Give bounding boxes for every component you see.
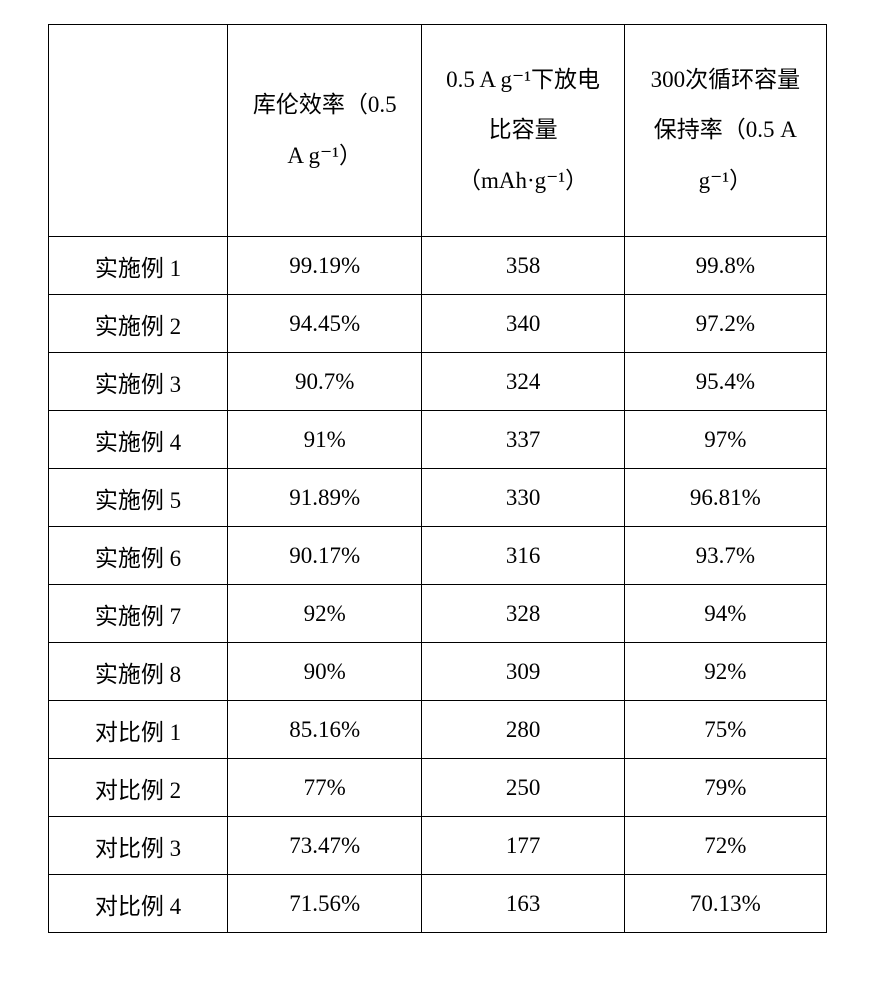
cell-retention: 94% <box>624 585 826 643</box>
table-row: 实施例 3 90.7% 324 95.4% <box>49 353 827 411</box>
cell-retention: 79% <box>624 759 826 817</box>
cell-capacity: 358 <box>422 237 624 295</box>
cell-capacity: 250 <box>422 759 624 817</box>
table-header: 库伦效率（0.5 A g⁻¹） 0.5 A g⁻¹下放电 比容量 （mAh·g⁻… <box>49 25 827 237</box>
table-row: 实施例 5 91.89% 330 96.81% <box>49 469 827 527</box>
table-row: 对比例 2 77% 250 79% <box>49 759 827 817</box>
table-row: 实施例 8 90% 309 92% <box>49 643 827 701</box>
cell-retention: 72% <box>624 817 826 875</box>
header-capacity-retention: 300次循环容量 保持率（0.5 A g⁻¹） <box>624 25 826 237</box>
cell-efficiency: 90.17% <box>227 527 422 585</box>
header-text: （mAh·g⁻¹） <box>458 168 588 193</box>
cell-capacity: 177 <box>422 817 624 875</box>
cell-retention: 99.8% <box>624 237 826 295</box>
row-label: 实施例 7 <box>49 585 228 643</box>
cell-capacity: 163 <box>422 875 624 933</box>
table-row: 实施例 6 90.17% 316 93.7% <box>49 527 827 585</box>
cell-efficiency: 71.56% <box>227 875 422 933</box>
table-row: 实施例 1 99.19% 358 99.8% <box>49 237 827 295</box>
cell-capacity: 316 <box>422 527 624 585</box>
cell-efficiency: 90.7% <box>227 353 422 411</box>
row-label: 实施例 3 <box>49 353 228 411</box>
header-text: 库伦效率（0.5 <box>253 92 397 117</box>
row-label: 对比例 4 <box>49 875 228 933</box>
cell-efficiency: 92% <box>227 585 422 643</box>
table-body: 实施例 1 99.19% 358 99.8% 实施例 2 94.45% 340 … <box>49 237 827 933</box>
cell-efficiency: 94.45% <box>227 295 422 353</box>
cell-retention: 93.7% <box>624 527 826 585</box>
cell-efficiency: 85.16% <box>227 701 422 759</box>
cell-capacity: 337 <box>422 411 624 469</box>
cell-capacity: 328 <box>422 585 624 643</box>
cell-capacity: 340 <box>422 295 624 353</box>
cell-retention: 96.81% <box>624 469 826 527</box>
table-row: 对比例 4 71.56% 163 70.13% <box>49 875 827 933</box>
cell-capacity: 324 <box>422 353 624 411</box>
cell-retention: 97.2% <box>624 295 826 353</box>
cell-capacity: 309 <box>422 643 624 701</box>
table-row: 实施例 7 92% 328 94% <box>49 585 827 643</box>
cell-capacity: 280 <box>422 701 624 759</box>
header-text: 300次循环容量 <box>651 67 801 92</box>
header-text: g⁻¹） <box>699 168 753 193</box>
table-row: 对比例 1 85.16% 280 75% <box>49 701 827 759</box>
header-text: 保持率（0.5 A <box>654 117 797 142</box>
row-label: 实施例 1 <box>49 237 228 295</box>
table-row: 对比例 3 73.47% 177 72% <box>49 817 827 875</box>
cell-retention: 97% <box>624 411 826 469</box>
data-table: 库伦效率（0.5 A g⁻¹） 0.5 A g⁻¹下放电 比容量 （mAh·g⁻… <box>48 24 827 933</box>
data-table-container: 库伦效率（0.5 A g⁻¹） 0.5 A g⁻¹下放电 比容量 （mAh·g⁻… <box>0 0 875 957</box>
row-label: 对比例 2 <box>49 759 228 817</box>
cell-efficiency: 73.47% <box>227 817 422 875</box>
cell-retention: 70.13% <box>624 875 826 933</box>
row-label: 实施例 8 <box>49 643 228 701</box>
header-text: 0.5 A g⁻¹下放电 <box>446 67 600 92</box>
cell-capacity: 330 <box>422 469 624 527</box>
row-label: 实施例 2 <box>49 295 228 353</box>
table-row: 实施例 2 94.45% 340 97.2% <box>49 295 827 353</box>
cell-efficiency: 90% <box>227 643 422 701</box>
row-label: 实施例 5 <box>49 469 228 527</box>
row-label: 实施例 4 <box>49 411 228 469</box>
cell-retention: 95.4% <box>624 353 826 411</box>
header-coulombic-efficiency: 库伦效率（0.5 A g⁻¹） <box>227 25 422 237</box>
cell-efficiency: 99.19% <box>227 237 422 295</box>
header-blank <box>49 25 228 237</box>
row-label: 对比例 1 <box>49 701 228 759</box>
header-text: A g⁻¹） <box>287 143 362 168</box>
row-label: 对比例 3 <box>49 817 228 875</box>
cell-retention: 92% <box>624 643 826 701</box>
cell-efficiency: 91.89% <box>227 469 422 527</box>
header-text: 比容量 <box>489 117 558 142</box>
row-label: 实施例 6 <box>49 527 228 585</box>
cell-efficiency: 77% <box>227 759 422 817</box>
header-discharge-capacity: 0.5 A g⁻¹下放电 比容量 （mAh·g⁻¹） <box>422 25 624 237</box>
cell-efficiency: 91% <box>227 411 422 469</box>
table-header-row: 库伦效率（0.5 A g⁻¹） 0.5 A g⁻¹下放电 比容量 （mAh·g⁻… <box>49 25 827 237</box>
table-row: 实施例 4 91% 337 97% <box>49 411 827 469</box>
cell-retention: 75% <box>624 701 826 759</box>
